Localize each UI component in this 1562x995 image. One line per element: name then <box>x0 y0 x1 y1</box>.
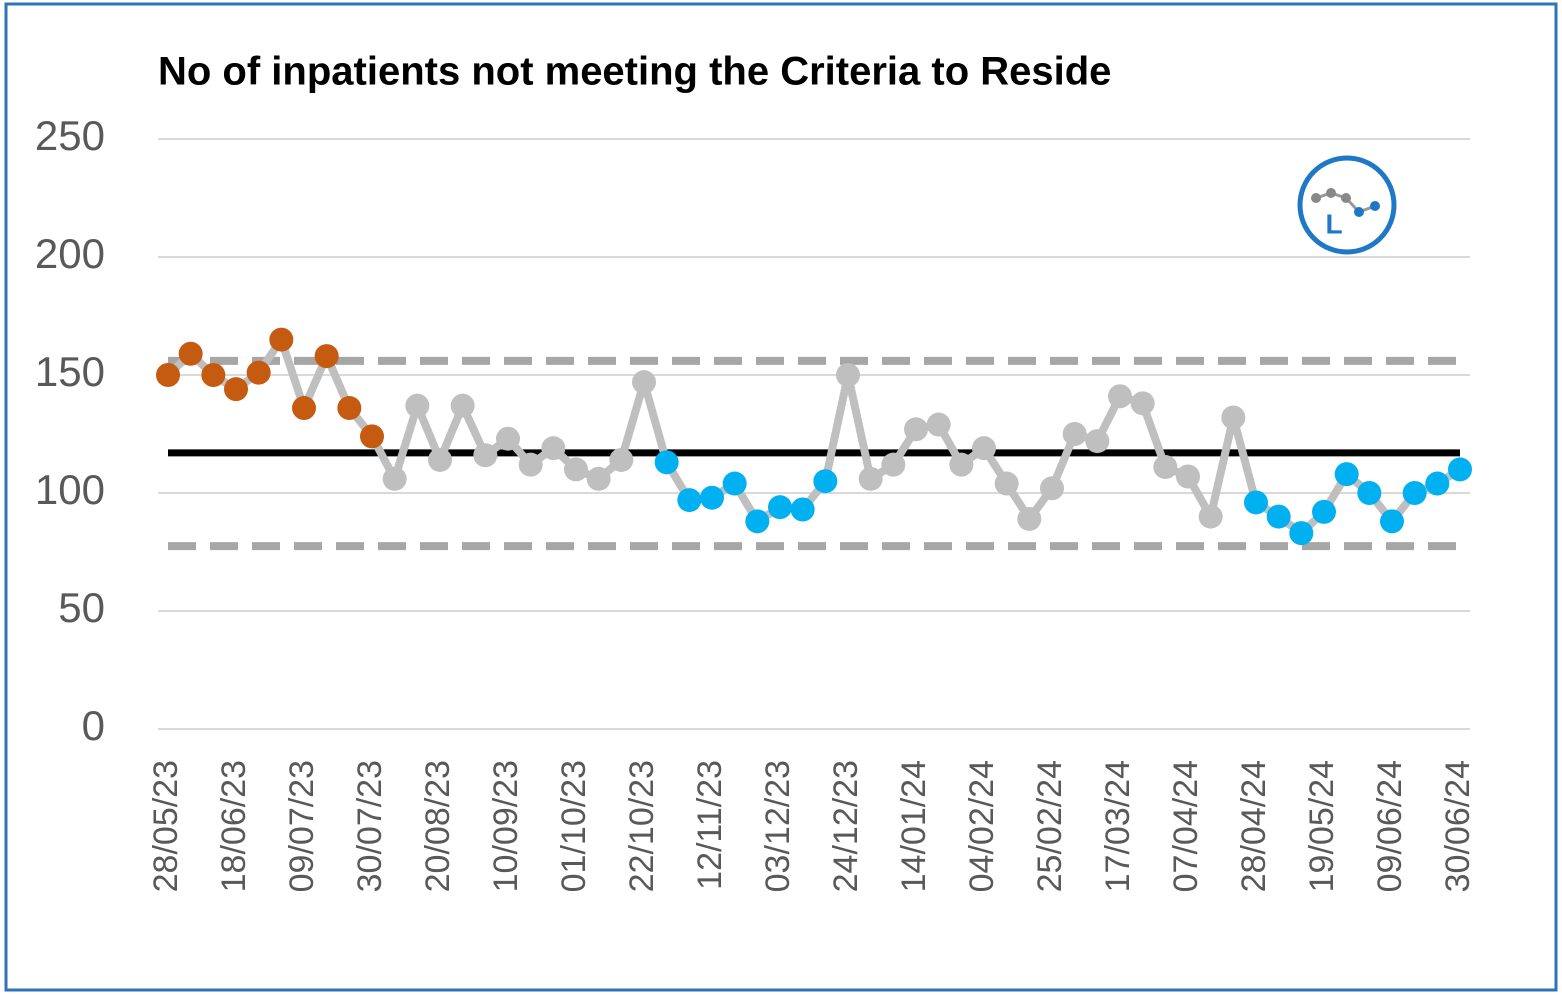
x-tick-label: 28/05/23 <box>147 760 185 892</box>
x-tick-label: 19/05/24 <box>1303 760 1341 892</box>
x-tick-label: 09/06/24 <box>1371 760 1409 892</box>
data-point <box>428 447 452 472</box>
data-point <box>654 450 679 475</box>
data-point <box>314 344 339 369</box>
data-point <box>1221 405 1246 430</box>
data-point <box>609 447 634 472</box>
data-point <box>700 485 724 510</box>
data-point <box>1425 471 1450 496</box>
data-point <box>1448 457 1472 482</box>
data-point <box>858 466 883 491</box>
data-point <box>949 452 974 477</box>
data-point <box>564 457 588 482</box>
data-point <box>178 341 203 366</box>
data-point <box>813 469 838 494</box>
data-point <box>836 363 860 387</box>
x-tick-label: 07/04/24 <box>1167 760 1205 892</box>
x-tick-label: 17/03/24 <box>1099 760 1137 892</box>
data-point <box>972 436 996 461</box>
data-point <box>722 471 747 496</box>
data-point <box>1289 521 1314 546</box>
y-tick-label: 50 <box>58 584 105 631</box>
data-point <box>473 443 498 468</box>
icon-dot <box>1341 193 1351 203</box>
data-point <box>496 426 520 451</box>
x-tick-label: 18/06/23 <box>215 760 253 892</box>
data-point <box>586 466 611 491</box>
data-point <box>382 466 407 491</box>
data-line <box>165 335 1463 538</box>
x-tick-label: 25/02/24 <box>1031 760 1069 892</box>
x-tick-label: 24/12/23 <box>827 760 865 892</box>
y-tick-label: 250 <box>35 112 105 159</box>
data-point <box>518 452 543 477</box>
data-point <box>1062 422 1087 446</box>
x-tick-label: 30/07/23 <box>351 760 389 892</box>
x-tick-label: 30/06/24 <box>1439 760 1477 892</box>
x-tick-label: 09/07/23 <box>283 760 321 892</box>
data-point <box>926 412 951 437</box>
data-point <box>881 452 906 477</box>
data-point <box>224 377 248 402</box>
x-tick-label: 01/10/23 <box>555 760 593 892</box>
data-point <box>292 396 316 421</box>
data-point <box>1244 490 1268 515</box>
data-point <box>790 497 815 522</box>
data-point <box>1380 509 1404 534</box>
data-point <box>1108 384 1132 409</box>
icon: L <box>1297 155 1397 255</box>
data-point <box>541 436 566 461</box>
data-point <box>1198 504 1223 529</box>
x-tick-label: 03/12/23 <box>759 760 797 892</box>
data-point <box>768 495 792 520</box>
icon-dot <box>1354 207 1364 217</box>
data-point <box>156 363 180 387</box>
icon-dot <box>1326 188 1336 198</box>
data-point <box>1153 455 1178 480</box>
data-point <box>201 363 226 387</box>
x-tick-label: 12/11/23 <box>691 760 729 890</box>
data-point <box>1334 462 1359 487</box>
data-point <box>994 471 1019 496</box>
data-point <box>632 370 656 395</box>
data-point <box>1312 499 1336 524</box>
x-tick-label: 28/04/24 <box>1235 760 1273 892</box>
x-tick-label: 20/08/23 <box>419 760 457 892</box>
icon-dot <box>1311 193 1321 203</box>
y-tick-label: 200 <box>35 230 105 277</box>
data-point <box>405 393 430 418</box>
data-point <box>360 424 384 449</box>
data-point <box>677 488 702 513</box>
data-point <box>450 393 475 418</box>
x-tick-label: 10/09/23 <box>487 760 525 892</box>
data-point <box>1357 481 1382 505</box>
data-point <box>246 360 271 385</box>
data-point <box>1402 481 1427 505</box>
data-point <box>904 417 928 442</box>
data-point <box>1130 391 1155 416</box>
y-tick-label: 100 <box>35 466 105 513</box>
x-tick-label: 14/01/24 <box>895 760 933 892</box>
chart-title: No of inpatients not meeting the Criteri… <box>158 50 1111 94</box>
data-point <box>1040 476 1064 501</box>
data-point <box>1176 464 1200 489</box>
icon-circle <box>1297 155 1397 255</box>
data-point <box>1017 506 1042 531</box>
icon-label: L <box>1325 208 1342 239</box>
data-point <box>745 509 770 534</box>
data-point <box>1085 429 1110 454</box>
y-tick-label: 150 <box>35 348 105 395</box>
x-tick-label: 04/02/24 <box>963 760 1001 892</box>
icon-dot <box>1370 201 1380 211</box>
data-point <box>337 396 362 421</box>
data-point <box>1266 504 1291 529</box>
data-point <box>269 327 294 352</box>
y-tick-label: 0 <box>82 702 105 749</box>
x-tick-label: 22/10/23 <box>623 760 661 892</box>
